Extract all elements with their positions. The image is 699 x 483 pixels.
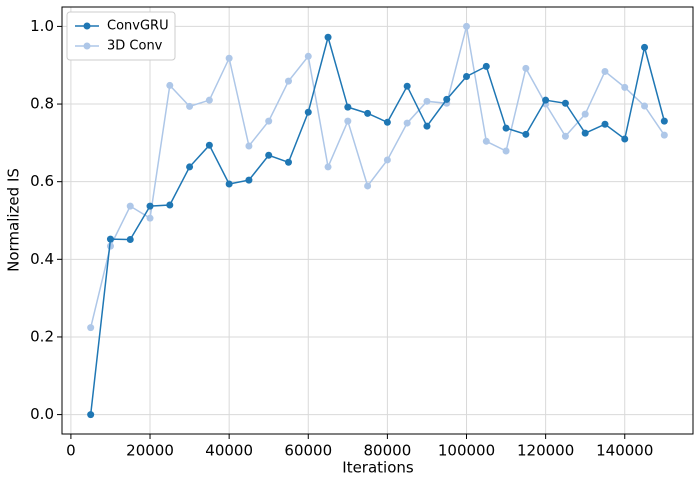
y-tick-label: 1.0	[30, 17, 54, 35]
legend-label: 3D Conv	[107, 39, 163, 54]
data-point	[225, 54, 233, 62]
x-tick-label: 40000	[205, 442, 253, 460]
legend-marker	[83, 42, 91, 50]
data-point	[463, 22, 471, 30]
data-point	[186, 102, 194, 110]
data-point	[304, 52, 312, 60]
data-point	[423, 122, 431, 130]
legend-label: ConvGRU	[107, 19, 169, 34]
x-tick-label: 100000	[438, 442, 495, 460]
data-point	[383, 118, 391, 126]
data-point	[641, 43, 649, 51]
data-point	[581, 110, 589, 118]
data-point	[146, 202, 154, 210]
x-axis-label: Iterations	[342, 459, 414, 477]
y-tick-label: 0.0	[30, 405, 54, 423]
data-point	[106, 242, 114, 250]
data-point	[601, 67, 609, 75]
data-point	[205, 96, 213, 104]
data-point	[660, 131, 668, 139]
data-point	[146, 214, 154, 222]
data-point	[482, 137, 490, 145]
y-tick-label: 0.2	[30, 327, 54, 345]
y-axis-label: Normalized IS	[5, 168, 23, 272]
data-point	[364, 182, 372, 190]
data-point	[245, 142, 253, 150]
data-point	[561, 132, 569, 140]
y-tick-label: 0.8	[30, 95, 54, 113]
data-point	[621, 135, 629, 143]
data-point	[344, 103, 352, 111]
data-point	[284, 158, 292, 166]
data-point	[87, 324, 95, 332]
x-tick-label: 120000	[517, 442, 574, 460]
data-point	[245, 176, 253, 184]
series-line	[89, 34, 666, 415]
data-point	[344, 117, 352, 125]
data-point	[581, 129, 589, 137]
data-point	[205, 141, 213, 149]
data-point	[522, 64, 530, 72]
data-point	[87, 411, 95, 419]
series-line	[89, 26, 665, 328]
plot-frame	[61, 6, 694, 435]
data-point	[641, 102, 649, 110]
x-tick-label: 0	[66, 442, 76, 460]
data-point	[106, 235, 114, 243]
data-point	[324, 33, 332, 41]
data-point	[324, 163, 332, 171]
data-point	[463, 72, 471, 80]
data-point	[284, 77, 292, 85]
data-point	[126, 202, 134, 210]
data-point	[423, 97, 431, 105]
data-point	[403, 82, 411, 90]
x-tick-label: 20000	[126, 442, 174, 460]
y-tick-label: 0.4	[30, 250, 54, 268]
data-point	[403, 119, 411, 127]
data-point	[443, 95, 451, 103]
data-point	[265, 151, 273, 159]
x-tick-label: 140000	[596, 442, 653, 460]
data-point	[364, 109, 372, 117]
data-point	[502, 124, 510, 132]
data-point	[601, 120, 609, 128]
data-point	[383, 156, 391, 164]
data-point	[225, 180, 233, 188]
x-tick-label: 80000	[364, 442, 412, 460]
y-tick-label: 0.6	[30, 172, 54, 190]
data-point	[126, 236, 134, 244]
data-point	[660, 117, 668, 125]
data-point	[482, 62, 490, 70]
data-point	[522, 130, 530, 138]
data-point	[166, 81, 174, 89]
data-point	[304, 108, 312, 116]
x-tick-label: 60000	[284, 442, 332, 460]
data-point	[166, 201, 174, 209]
legend-marker	[83, 22, 91, 30]
legend-box	[66, 11, 176, 61]
data-point	[621, 83, 629, 91]
data-point	[502, 147, 510, 155]
data-point	[265, 117, 273, 125]
data-point	[561, 99, 569, 107]
data-point	[186, 163, 194, 171]
data-point	[542, 96, 550, 104]
